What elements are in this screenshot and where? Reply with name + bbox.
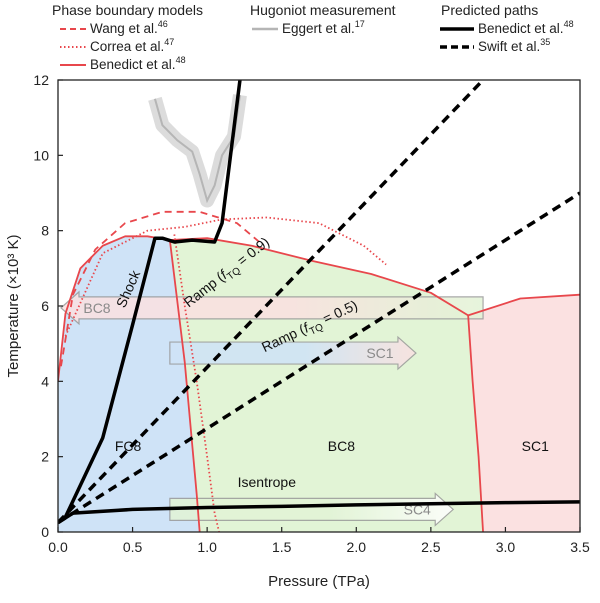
y-axis-label: Temperature (×10³ K)	[5, 235, 22, 378]
x-tick-label: 1.0	[197, 539, 217, 555]
legend-ref: 48	[563, 18, 574, 29]
y-tick-label: 4	[41, 373, 49, 389]
series-benedict-et-al-7	[58, 80, 242, 524]
x-axis-label: Pressure (TPa)	[268, 573, 370, 590]
legend-item-eggert: Eggert et al. 17	[252, 18, 365, 36]
legend-item-wang: Wang et al. 46	[60, 18, 168, 36]
y-tick-label: 12	[33, 72, 49, 88]
series-benedict-et-al-3	[58, 235, 580, 382]
y-tick-label: 6	[41, 298, 49, 314]
y-tick-label: 2	[41, 449, 49, 465]
x-tick-label: 3.5	[570, 539, 590, 555]
series-benedict-et-al-4	[168, 239, 201, 532]
legend: Phase boundary models Wang et al. 46 Corr…	[0, 0, 600, 78]
legend-ref: 35	[540, 36, 551, 47]
legend-title-phase-boundary: Phase boundary models	[52, 2, 203, 18]
y-tick-label: 10	[33, 147, 49, 163]
series-eggert-et-al-line	[153, 94, 241, 204]
region-label-fc8: FC8	[115, 438, 142, 454]
legend-title-predicted-paths: Predicted paths	[441, 2, 539, 18]
legend-item-correa: Correa et al. 47	[60, 36, 175, 54]
series-swift-et-al-9	[58, 80, 485, 524]
series-swift-et-al-10	[58, 191, 580, 525]
legend-label: Eggert et al.	[282, 21, 355, 36]
transition-arrow-bc8	[60, 290, 484, 326]
region-label-sc1: SC1	[522, 438, 549, 454]
series-wang-et-al-0	[60, 210, 260, 367]
arrow-label-sc1: SC1	[366, 345, 393, 361]
legend-ref: 17	[354, 18, 365, 29]
legend-label: Wang et al.	[90, 21, 158, 36]
arrow-label-bc8: BC8	[83, 300, 110, 316]
legend-ref: 46	[157, 18, 168, 29]
y-tick-label: 8	[41, 223, 49, 239]
x-tick-label: 1.5	[272, 539, 292, 555]
x-tick-label: 2.5	[421, 539, 441, 555]
phase-region-sc1	[468, 294, 580, 532]
legend-label: Swift et al.	[478, 39, 541, 54]
series-correa-et-al-2	[173, 234, 220, 532]
legend-item-benedict-path: Benedict et al. 48	[440, 18, 574, 36]
legend-item-benedict-boundary: Benedict et al. 48	[60, 54, 186, 72]
legend-label: Benedict et al.	[478, 21, 564, 36]
x-tick-label: 3.0	[496, 539, 516, 555]
series-benedict-et-al-8	[58, 500, 580, 525]
legend-label: Benedict et al.	[90, 57, 176, 72]
region-label-bc8: BC8	[328, 438, 355, 454]
x-tick-label: 2.0	[347, 539, 367, 555]
legend-title-hugoniot: Hugoniot measurement	[250, 2, 396, 18]
annotation-subscript: TQ	[308, 322, 325, 338]
y-tick-label: 0	[41, 524, 49, 540]
series-benedict-et-al-5	[467, 315, 484, 532]
legend-ref: 47	[164, 36, 175, 47]
x-tick-label: 0.5	[123, 539, 143, 555]
legend-item-swift: Swift et al. 35	[440, 36, 551, 54]
legend-ref: 48	[175, 54, 186, 65]
legend-label: Correa et al.	[90, 39, 165, 54]
annotation-isentrope: Isentrope	[238, 474, 297, 490]
transition-arrow-sc1	[169, 335, 417, 371]
x-tick-label: 0.0	[48, 539, 68, 555]
